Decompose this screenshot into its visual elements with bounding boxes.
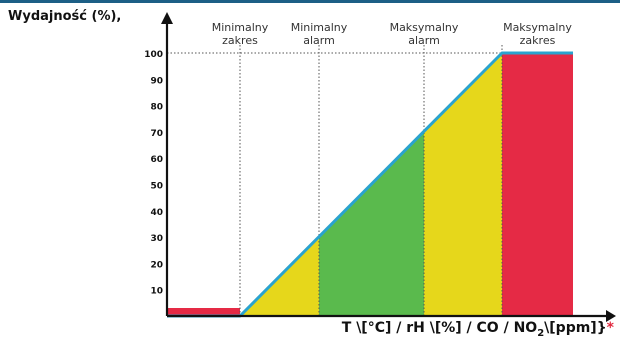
zone-label-line1: Minimalny [212,21,269,34]
y-tick-label: 70 [150,129,163,139]
x-axis-title-main: T \[°C] / rH \[%] / CO / NO [341,320,538,336]
zone-green [319,131,424,316]
x-axis-title-subscript: 2 [537,328,545,339]
zone-label-line2: zakres [222,34,258,47]
x-axis-arrow-icon [606,310,616,322]
y-tick-label: 30 [150,234,163,244]
x-axis-title-tail: \[ppm]} [544,320,607,336]
zone-label-line1: Maksymalny [503,21,572,34]
zone-label-line2: zakres [520,34,556,47]
zone-red-low [167,308,240,316]
y-tick-label: 60 [150,155,163,165]
y-tick-label: 80 [150,103,163,113]
zone-label-line2: alarm [408,34,440,47]
zone-yellow-high [424,53,502,316]
zone-label-line1: Minimalny [291,21,348,34]
y-tick-label: 40 [150,208,163,218]
x-axis-title: T \[°C] / rH \[%] / CO / NO2\[ppm]}* [341,320,614,339]
y-tick-label: 10 [150,287,163,297]
zone-red-high [502,53,573,316]
top-accent-bar [0,0,620,3]
y-axis-title: Wydajność (%), [8,9,122,24]
y-tick-label: 100 [144,50,163,60]
zone-label-line2: alarm [303,34,335,47]
y-tick-label: 90 [150,76,163,86]
zone-label-line1: Maksymalny [390,21,459,34]
x-axis-title-star: * [606,320,614,336]
y-axis-arrow-icon [161,12,173,24]
y-tick-label: 50 [150,182,163,192]
y-tick-label: 20 [150,260,163,270]
